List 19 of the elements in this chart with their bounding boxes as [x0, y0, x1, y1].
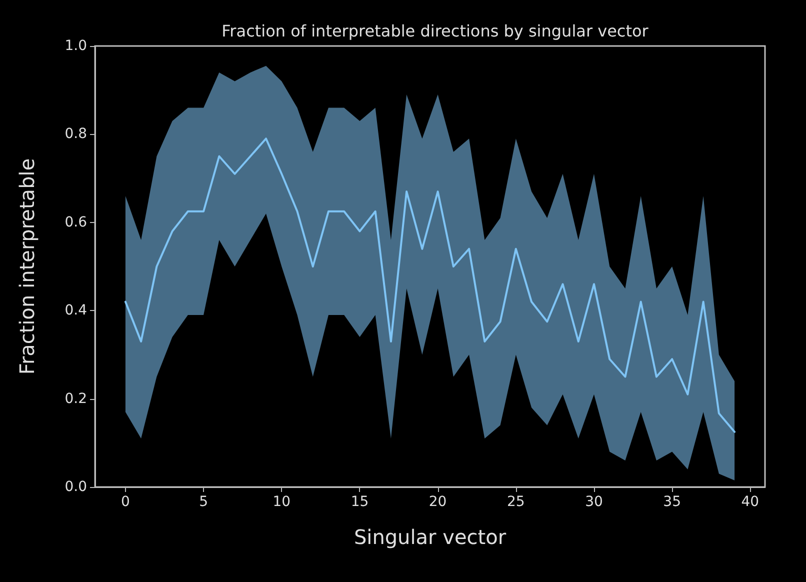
- x-tick-label: 35: [663, 494, 681, 510]
- y-tick-label: 0.8: [64, 126, 87, 142]
- x-tick-label: 10: [272, 494, 291, 510]
- chart-title: Fraction of interpretable directions by singular vector: [222, 22, 649, 40]
- y-tick-label: 0.4: [64, 302, 88, 319]
- y-tick-label: 0.2: [64, 390, 87, 407]
- line-series: [124, 138, 736, 433]
- x-tick-label: 0: [120, 494, 130, 510]
- y-tick-label: 1.0: [64, 38, 87, 54]
- x-tick-label: 15: [350, 494, 369, 510]
- y-tick-label: 0.0: [64, 479, 87, 495]
- x-tick-label: 25: [506, 494, 525, 510]
- x-tick-label: 5: [199, 494, 208, 510]
- x-tick-label: 40: [741, 494, 760, 510]
- y-axis-title: Fraction interpretable: [15, 158, 39, 375]
- x-axis-title: Singular vector: [354, 525, 507, 549]
- x-tick-label: 30: [585, 494, 603, 510]
- y-tick-label: 0.6: [64, 214, 88, 230]
- x-tick-label: 20: [428, 494, 447, 510]
